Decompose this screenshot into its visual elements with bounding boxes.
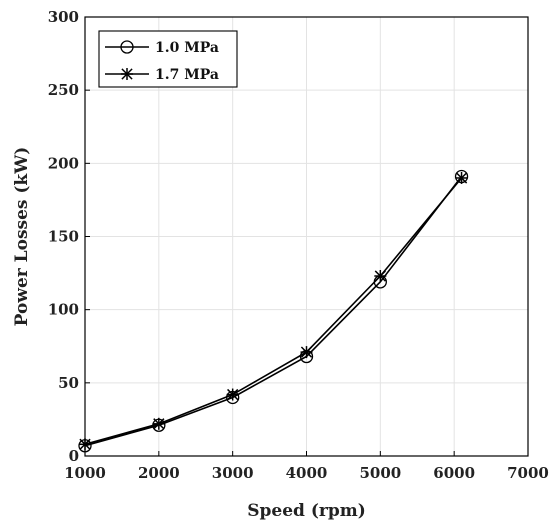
legend-item: 1.7 MPa xyxy=(105,67,219,83)
legend: 1.0 MPa 1.7 MPa xyxy=(98,30,238,88)
legend-box xyxy=(98,30,238,88)
asterisk-stroke xyxy=(121,68,133,80)
y-tick-label: 250 xyxy=(48,81,79,99)
asterisk-stroke xyxy=(153,418,165,430)
x-tick-label: 2000 xyxy=(138,464,180,482)
data-point xyxy=(300,346,313,359)
axis-ticks: 1000 2000 3000 4000 5000 6000 7000 0 50 100 150 200… xyxy=(48,8,549,482)
data-point xyxy=(455,171,468,184)
y-axis-label: Power Losses (kW) xyxy=(12,147,32,327)
x-tick-label: 6000 xyxy=(433,464,475,482)
data-point xyxy=(374,270,387,283)
legend-item: 1.0 MPa xyxy=(105,40,219,56)
series-layer xyxy=(78,169,469,453)
asterisk-stroke xyxy=(227,388,239,401)
x-tick-label: 4000 xyxy=(286,464,328,482)
asterisk-stroke xyxy=(374,270,386,282)
data-point xyxy=(152,417,165,430)
y-tick-label: 50 xyxy=(58,374,79,392)
data-point xyxy=(79,438,91,451)
x-axis-label: Speed (rpm) xyxy=(247,501,366,521)
series-line xyxy=(84,176,463,447)
series-line xyxy=(84,177,463,446)
x-tick-label: 3000 xyxy=(212,464,254,482)
y-tick-label: 300 xyxy=(48,8,79,26)
y-tick-label: 0 xyxy=(69,447,79,465)
legend-label: 1.0 MPa xyxy=(155,40,219,56)
y-tick-label: 100 xyxy=(48,301,79,319)
x-tick-label: 7000 xyxy=(507,464,549,482)
data-point xyxy=(226,388,239,401)
asterisk-stroke xyxy=(300,346,313,358)
asterisk-stroke xyxy=(455,172,468,184)
y-tick-label: 200 xyxy=(48,154,79,172)
series-0 xyxy=(78,169,469,453)
y-tick-label: 150 xyxy=(48,228,79,246)
legend-label: 1.7 MPa xyxy=(155,67,219,83)
x-tick-label: 5000 xyxy=(359,464,401,482)
x-tick-label: 1000 xyxy=(64,464,106,482)
legend-marker xyxy=(120,40,134,54)
asterisk-stroke xyxy=(79,438,91,450)
series-1 xyxy=(79,171,468,451)
legend-marker xyxy=(121,68,133,80)
